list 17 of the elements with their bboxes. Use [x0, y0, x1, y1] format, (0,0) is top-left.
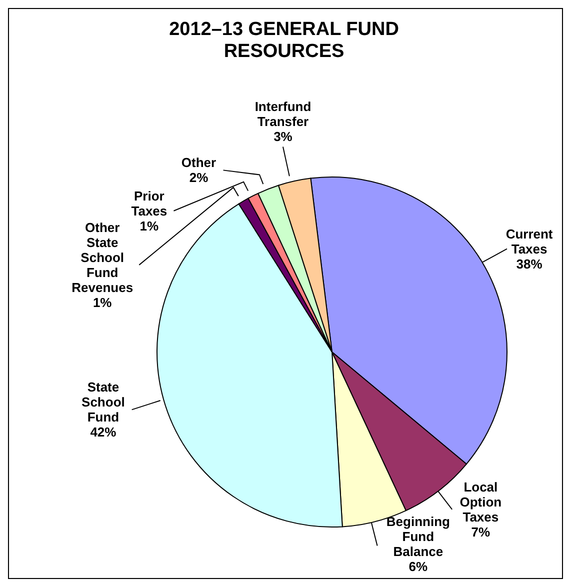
data-label: 7% [471, 524, 491, 540]
slice-label: Beginning Fund Balance [386, 514, 450, 559]
data-label: 38% [516, 256, 543, 272]
slice-label: Current Taxes [506, 226, 554, 256]
data-label: 2% [189, 170, 209, 186]
data-label: 3% [274, 128, 293, 144]
slice-label: Other [181, 155, 216, 170]
data-label: 1% [92, 294, 112, 310]
slice-label: Other State School Fund Revenues [72, 220, 134, 295]
slice-label: Prior Taxes [131, 188, 168, 218]
slice-label: State School Fund [82, 380, 125, 425]
chart-title: 2012–13 GENERAL FUND RESOURCES [168, 19, 400, 63]
data-label: 42% [90, 424, 117, 440]
data-label: 6% [408, 559, 428, 574]
slice-label: Interfund Transfer [254, 98, 312, 129]
slice-label: Local Option Taxes [460, 479, 502, 524]
data-label: 1% [140, 218, 160, 234]
